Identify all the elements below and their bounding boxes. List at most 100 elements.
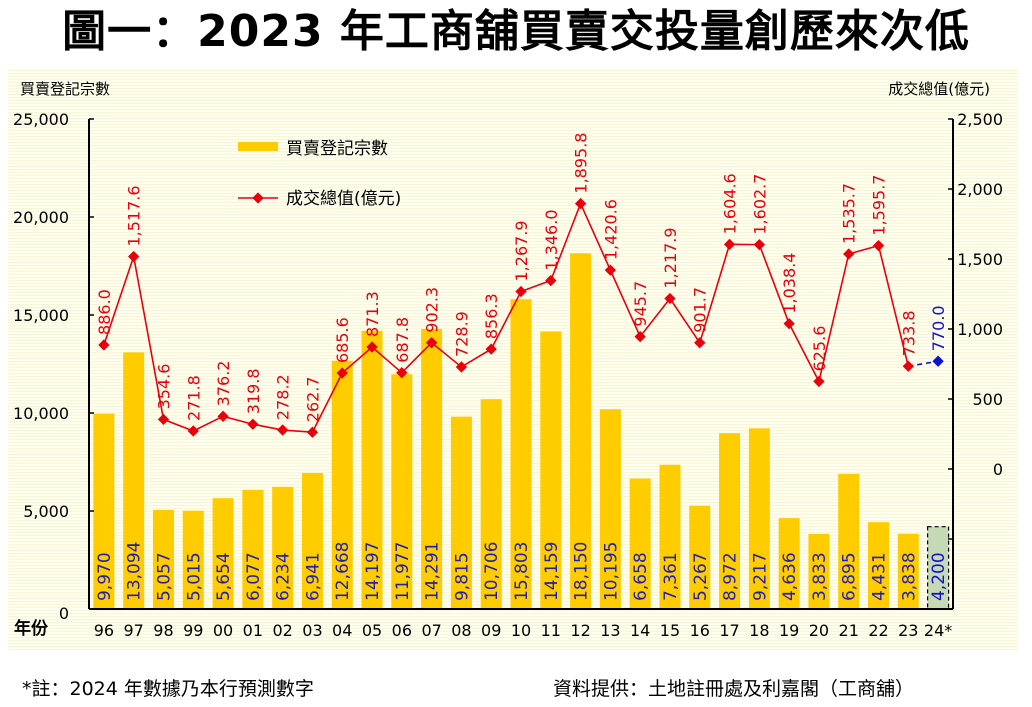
line-marker — [574, 197, 587, 210]
bar — [510, 299, 532, 609]
y-tick-label: 25,000 — [13, 110, 69, 129]
line-value-label: 886.0 — [95, 289, 114, 335]
y2-axis-label: 成交總值(億元) — [888, 80, 990, 98]
bar-value-label: 14,159 — [542, 542, 562, 601]
bar — [540, 331, 562, 609]
bar — [301, 472, 323, 609]
x-tick-label: 22 — [868, 621, 888, 640]
x-tick-label: 24* — [924, 621, 952, 640]
x-tick-label: 12 — [570, 621, 590, 640]
x-tick-label: 17 — [719, 621, 739, 640]
bar — [570, 253, 592, 609]
x-tick-label: 01 — [243, 621, 263, 640]
line-value-label: 687.8 — [393, 317, 412, 363]
x-tick-label: 96 — [94, 621, 114, 640]
line-marker — [247, 418, 259, 430]
bar-value-label: 3,833 — [810, 552, 830, 601]
x-tick-label: 19 — [779, 621, 799, 640]
bar — [689, 505, 711, 609]
bar-value-label: 18,150 — [572, 542, 592, 601]
line-value-label: 262.7 — [303, 376, 322, 422]
y2-tick-label: 2,000 — [957, 180, 1003, 199]
x-tick-label: 98 — [153, 621, 173, 640]
legend: 買賣登記宗數 成交總值(億元) — [238, 139, 401, 209]
line-value-label: 733.8 — [899, 310, 918, 356]
line-labels: 886.0 1,517.6 354.6 271.8 376.2 319.8 278.2 262… — [95, 133, 948, 423]
bar — [450, 416, 472, 609]
bar — [808, 533, 830, 609]
x-tick-label: 15 — [660, 621, 680, 640]
chart-title: 圖一：2023 年工商舖買賣交投量創歷來次低 — [62, 6, 970, 57]
combo-chart: 9,970 13,094 5,057 5,015 5,654 6,077 6,234 6,94… — [13, 80, 1003, 640]
x-tick-label: 13 — [600, 621, 620, 640]
line-marker — [98, 339, 110, 351]
x-tick-label: 16 — [690, 621, 710, 640]
line-marker — [515, 285, 527, 298]
forecast-marker — [932, 355, 944, 367]
x-tick-label: 02 — [272, 621, 292, 640]
x-tick-label: 18 — [749, 621, 769, 640]
bar-value-label: 9,970 — [95, 552, 115, 601]
bar — [599, 409, 621, 609]
bar-value-label: 6,658 — [631, 552, 651, 601]
bar-value-label: 9,815 — [452, 552, 472, 601]
x-tick-label: 23 — [898, 621, 918, 640]
footnote: *註：2024 年數據乃本行預測數字 — [22, 678, 314, 700]
bar-value-label: 9,217 — [750, 552, 770, 601]
line-value-label: 1,535.7 — [840, 183, 859, 244]
x-tick-label: 06 — [392, 621, 412, 640]
line-marker — [217, 410, 229, 422]
line-marker — [723, 238, 736, 251]
line-value-label: 901.7 — [691, 287, 710, 333]
line-marker — [604, 264, 617, 276]
x-tick-label: 05 — [362, 621, 382, 640]
legend-diamond-marker — [252, 192, 264, 204]
axes — [88, 119, 954, 610]
line-value-label: 728.9 — [452, 311, 471, 357]
bar — [182, 510, 204, 609]
bar — [212, 498, 234, 609]
bar — [480, 399, 502, 609]
bar-value-label: 5,057 — [154, 552, 174, 601]
y2-tick-label: 2,500 — [957, 110, 1003, 129]
y-tick-label: 10,000 — [13, 404, 69, 423]
bar — [152, 509, 174, 609]
bar-value-label: 5,654 — [214, 552, 234, 601]
x-tick-label: 08 — [451, 621, 471, 640]
bar — [838, 473, 860, 609]
legend-line-label: 成交總值(億元) — [286, 189, 401, 209]
line-value-label: 1,420.6 — [601, 199, 620, 260]
x-tick-label: 99 — [183, 621, 203, 640]
bar-value-label: 14,291 — [423, 542, 443, 601]
bar — [748, 428, 770, 609]
line-value-label: 770.0 — [929, 305, 948, 351]
line-marker — [128, 250, 140, 263]
bar-value-label: 10,195 — [601, 542, 621, 601]
bar — [123, 352, 145, 609]
line-marker — [634, 330, 646, 343]
line-value-label: 1,595.7 — [870, 175, 889, 236]
source-note: 資料提供：土地註冊處及利嘉閣（工商舖） — [553, 678, 915, 700]
line-marker — [336, 367, 348, 379]
x-tick-label: 20 — [809, 621, 829, 640]
bar-value-label: 4,200 — [929, 552, 949, 601]
line-series — [98, 197, 944, 438]
x-tick-label: 10 — [511, 621, 531, 640]
line-marker — [366, 341, 378, 353]
bar-value-label: 10,706 — [482, 542, 502, 601]
y2-tick-label: 500 — [972, 390, 1003, 409]
line-marker — [276, 424, 289, 436]
y-tick-label: 20,000 — [13, 208, 69, 227]
bar-value-label: 5,267 — [691, 552, 711, 601]
x-tick-label: 97 — [124, 621, 144, 640]
x-tick-label: 21 — [839, 621, 859, 640]
bar-value-label: 6,941 — [303, 552, 323, 601]
bar — [93, 413, 115, 609]
bar-value-label: 4,431 — [870, 552, 890, 601]
x-tick-label: 00 — [213, 621, 233, 640]
line-value-label: 1,038.4 — [780, 253, 799, 314]
axis-ticks: 05,00010,00015,00020,00025,00005001,0001… — [13, 110, 1003, 640]
line-marker — [753, 238, 766, 251]
line-marker — [187, 425, 199, 437]
line-value-label: 1,895.8 — [572, 133, 591, 194]
